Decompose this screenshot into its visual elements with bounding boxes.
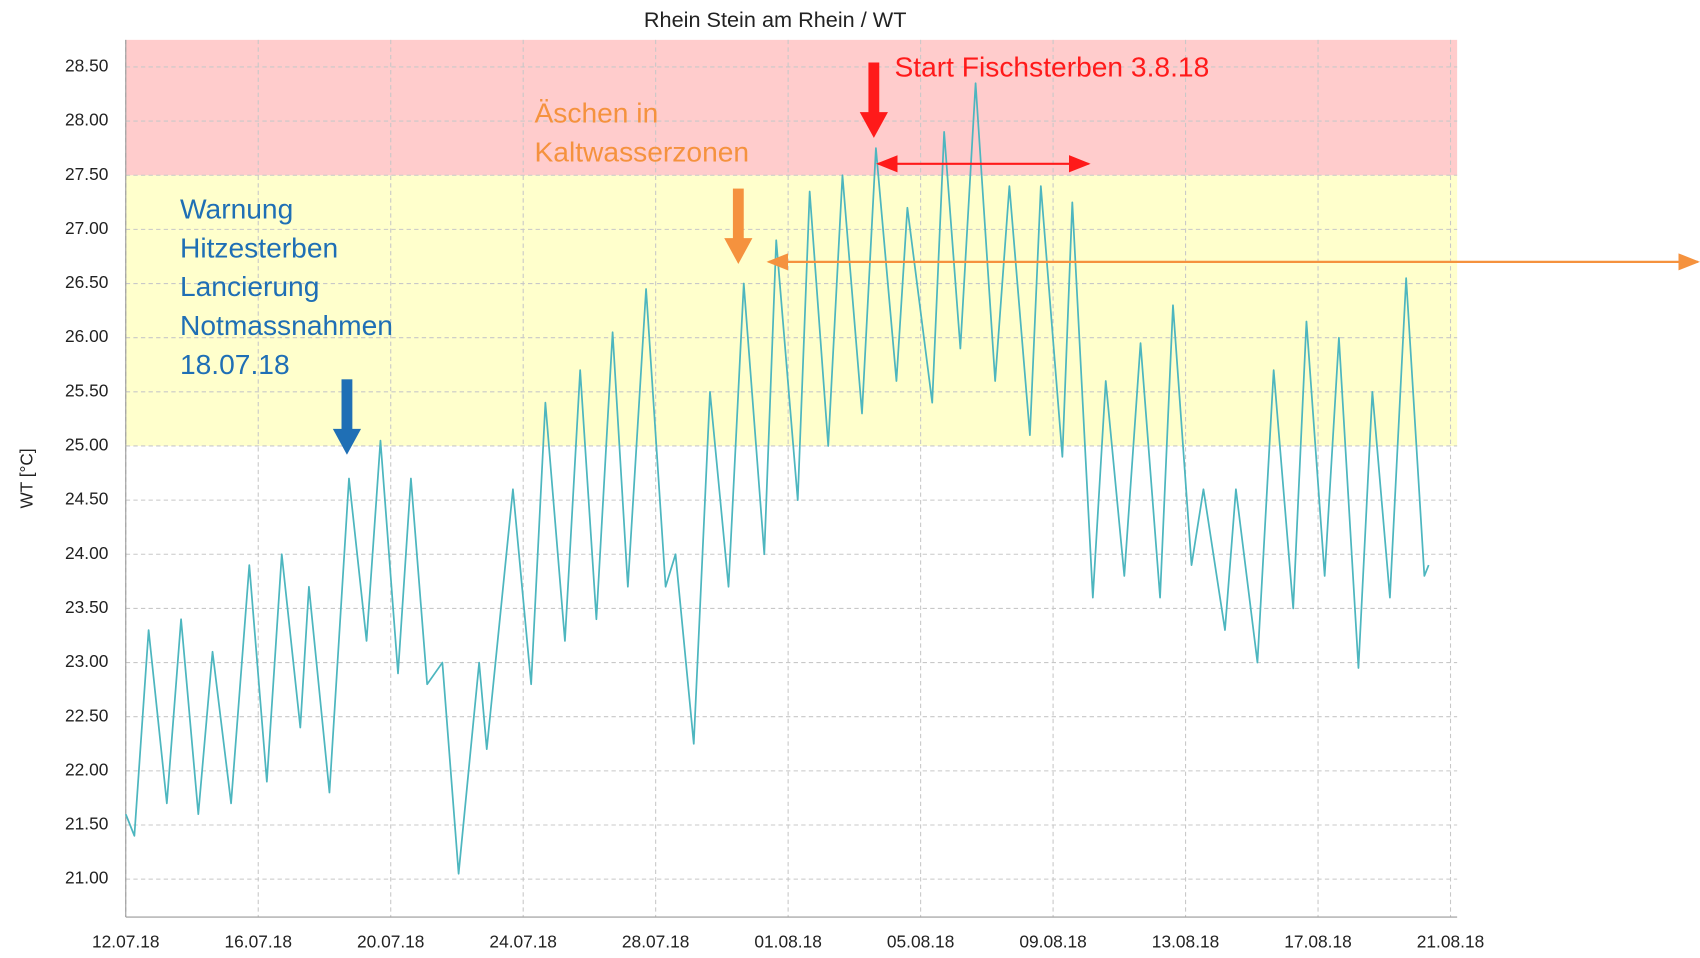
arrow	[332, 428, 362, 455]
y-tick-label: 26.00	[65, 326, 108, 346]
y-tick-label: 26.50	[65, 272, 108, 292]
x-tick-label: 21.08.18	[1417, 932, 1484, 952]
bands	[125, 39, 1458, 918]
x-tick-label: 05.08.18	[887, 932, 954, 952]
x-tick-label: 24.07.18	[489, 932, 556, 952]
data-line	[124, 82, 1430, 875]
arrow	[859, 112, 888, 138]
annotation: Hitzesterben	[180, 232, 338, 263]
x-tick-label: 17.08.18	[1284, 932, 1351, 952]
arrow	[724, 238, 753, 265]
x-tick-label: 12.07.18	[92, 932, 159, 952]
arrow	[341, 379, 353, 432]
x-tick-label: 13.08.18	[1152, 932, 1219, 952]
annotation: Kaltwasserzonen	[535, 137, 750, 168]
annotation: Start Fischsterben 3.8.18	[894, 51, 1209, 82]
annotation-arrows	[332, 62, 1700, 455]
y-tick-label: 24.00	[65, 543, 108, 563]
y-tick-label: 21.50	[65, 814, 108, 834]
annotation: Äschen in	[535, 98, 659, 129]
y-tick-label: 23.50	[65, 597, 108, 617]
y-tick-label: 22.00	[65, 759, 108, 779]
annotation: 18.07.18	[180, 349, 290, 380]
annotation: Notmassnahmen	[180, 310, 393, 341]
x-tick-label: 09.08.18	[1019, 932, 1086, 952]
labels: 21.00 21.50 22.00 22.50 23.00 23.50 24.00 24.50…	[65, 51, 1484, 951]
y-tick-label: 27.50	[65, 164, 108, 184]
y-axis-label: WT [°C]	[17, 448, 37, 508]
chart-title: Rhein Stein am Rhein / WT	[644, 7, 907, 32]
annotation: Lancierung	[180, 271, 319, 302]
plot	[124, 82, 1430, 875]
y-tick-label: 28.50	[65, 56, 108, 76]
y-tick-label: 21.00	[65, 868, 108, 888]
x-tick-label: 20.07.18	[357, 932, 424, 952]
threshold-band	[125, 39, 1458, 176]
annotation: Warnung	[180, 194, 293, 225]
x-tick-label: 28.07.18	[622, 932, 689, 952]
arrow	[868, 62, 880, 115]
y-tick-label: 25.50	[65, 380, 108, 400]
y-tick-label: 23.00	[65, 651, 108, 671]
arrow	[732, 188, 744, 241]
x-tick-label: 16.07.18	[224, 932, 291, 952]
y-tick-label: 25.00	[65, 435, 108, 455]
y-tick-label: 24.50	[65, 489, 108, 509]
y-tick-label: 22.50	[65, 705, 108, 725]
x-tick-label: 01.08.18	[754, 932, 821, 952]
y-tick-label: 28.00	[65, 110, 108, 130]
y-tick-label: 27.00	[65, 218, 108, 238]
